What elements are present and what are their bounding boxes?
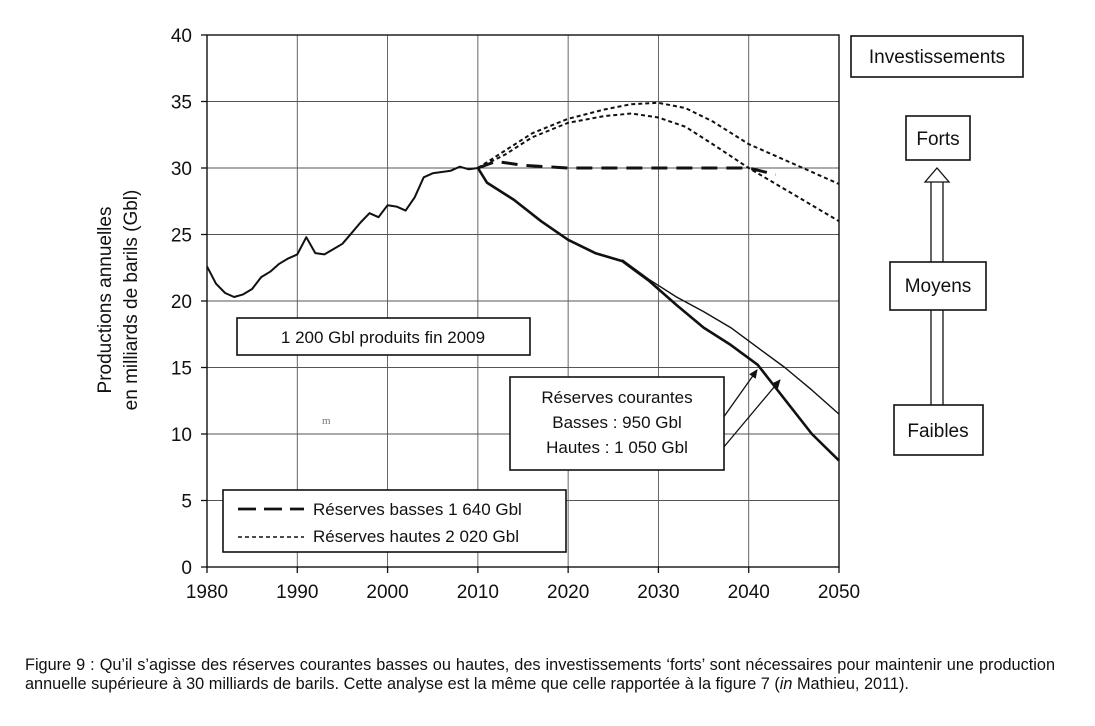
caption-part2: Mathieu, 2011). <box>792 675 909 693</box>
level-box-moyens <box>889 261 987 311</box>
produced-box <box>236 317 531 356</box>
y-axis-label-line2: en milliards de barils (Gbl) <box>121 190 142 411</box>
y-tick-label: 20 <box>171 292 192 313</box>
y-tick-label: 15 <box>171 359 192 380</box>
x-tick-label: 2030 <box>637 582 679 603</box>
x-tick-label: 2000 <box>366 582 408 603</box>
level-moyens: Moyens <box>905 276 972 297</box>
level-box-forts <box>905 115 971 161</box>
series-line-r-serves-hautes-2-020-gbl-hautes <box>477 101 840 185</box>
level-faibles: Faibles <box>907 421 968 442</box>
current-reserves-annotation: Réserves courantes Basses : 950 Gbl Haut… <box>509 369 781 471</box>
series-line-r-serves-courantes-hautes-1-050-gbl <box>621 259 840 415</box>
y-tick-label: 25 <box>171 226 192 247</box>
y-tick-label: 0 <box>181 558 192 579</box>
caption-part1: Figure 9 : Qu’il s’agisse des réserves c… <box>25 656 1055 693</box>
y-tick-label: 10 <box>171 425 192 446</box>
current-reserves-title: Réserves courantes <box>541 388 692 407</box>
x-tick-label: 2040 <box>728 582 770 603</box>
grid-lines <box>206 34 840 568</box>
current-reserves-box <box>509 376 725 471</box>
x-tick-label: 2020 <box>547 582 589 603</box>
level-forts: Forts <box>916 129 959 150</box>
y-axis-label-line1: Productions annuelles <box>95 207 116 394</box>
plot-frame <box>206 34 840 568</box>
y-tick-label: 40 <box>171 26 192 47</box>
level-box-faibles <box>893 404 984 456</box>
caption-italic: in <box>779 675 793 693</box>
produced-annotation: 1 200 Gbl produits fin 2009 <box>236 317 531 356</box>
series-line-r-serves-hautes-2-020-gbl-basses <box>477 112 840 223</box>
arrow-low <box>722 369 758 419</box>
y-tick-labels: 0 5 10 15 20 25 30 35 40 <box>171 26 192 579</box>
arrow-up-icon <box>923 167 951 183</box>
legend-box <box>222 489 567 553</box>
legend: Réserves basses 1 640 Gbl Réserves haute… <box>222 489 567 553</box>
x-tick-label: 1990 <box>276 582 318 603</box>
stray-mark: m <box>322 415 331 427</box>
figure-caption: Figure 9 : Qu’il s’agisse des réserves c… <box>25 656 1055 694</box>
series-line-historique <box>206 165 479 298</box>
x-tick-label: 2050 <box>818 582 860 603</box>
investment-panel: Investissements Forts Moyens Faibles <box>850 35 1024 456</box>
x-tick-label: 2010 <box>457 582 499 603</box>
produced-text: 1 200 Gbl produits fin 2009 <box>281 328 485 347</box>
legend-label-low: Réserves basses 1 640 Gbl <box>313 500 522 519</box>
investment-title: Investissements <box>869 47 1005 68</box>
axes <box>201 34 840 573</box>
current-reserves-high: Hautes : 1 050 Gbl <box>546 438 688 457</box>
arrow-high <box>722 379 781 449</box>
series-line-r-serves-basses-1-640-gbl <box>477 159 777 177</box>
x-tick-labels: 1980 1990 2000 2010 2020 2030 2040 2050 <box>186 582 860 603</box>
y-tick-label: 5 <box>181 492 192 513</box>
x-tick-label: 1980 <box>186 582 228 603</box>
y-axis-title: Productions annuelles en milliards de ba… <box>95 190 142 411</box>
y-tick-label: 35 <box>171 93 192 114</box>
chart: 1980 1990 2000 2010 2020 2030 2040 2050 0510152… <box>95 26 1024 603</box>
current-reserves-low: Basses : 950 Gbl <box>552 413 681 432</box>
y-tick-label: 30 <box>171 159 192 180</box>
investment-title-box <box>850 35 1024 78</box>
legend-label-high: Réserves hautes 2 020 Gbl <box>313 527 519 546</box>
